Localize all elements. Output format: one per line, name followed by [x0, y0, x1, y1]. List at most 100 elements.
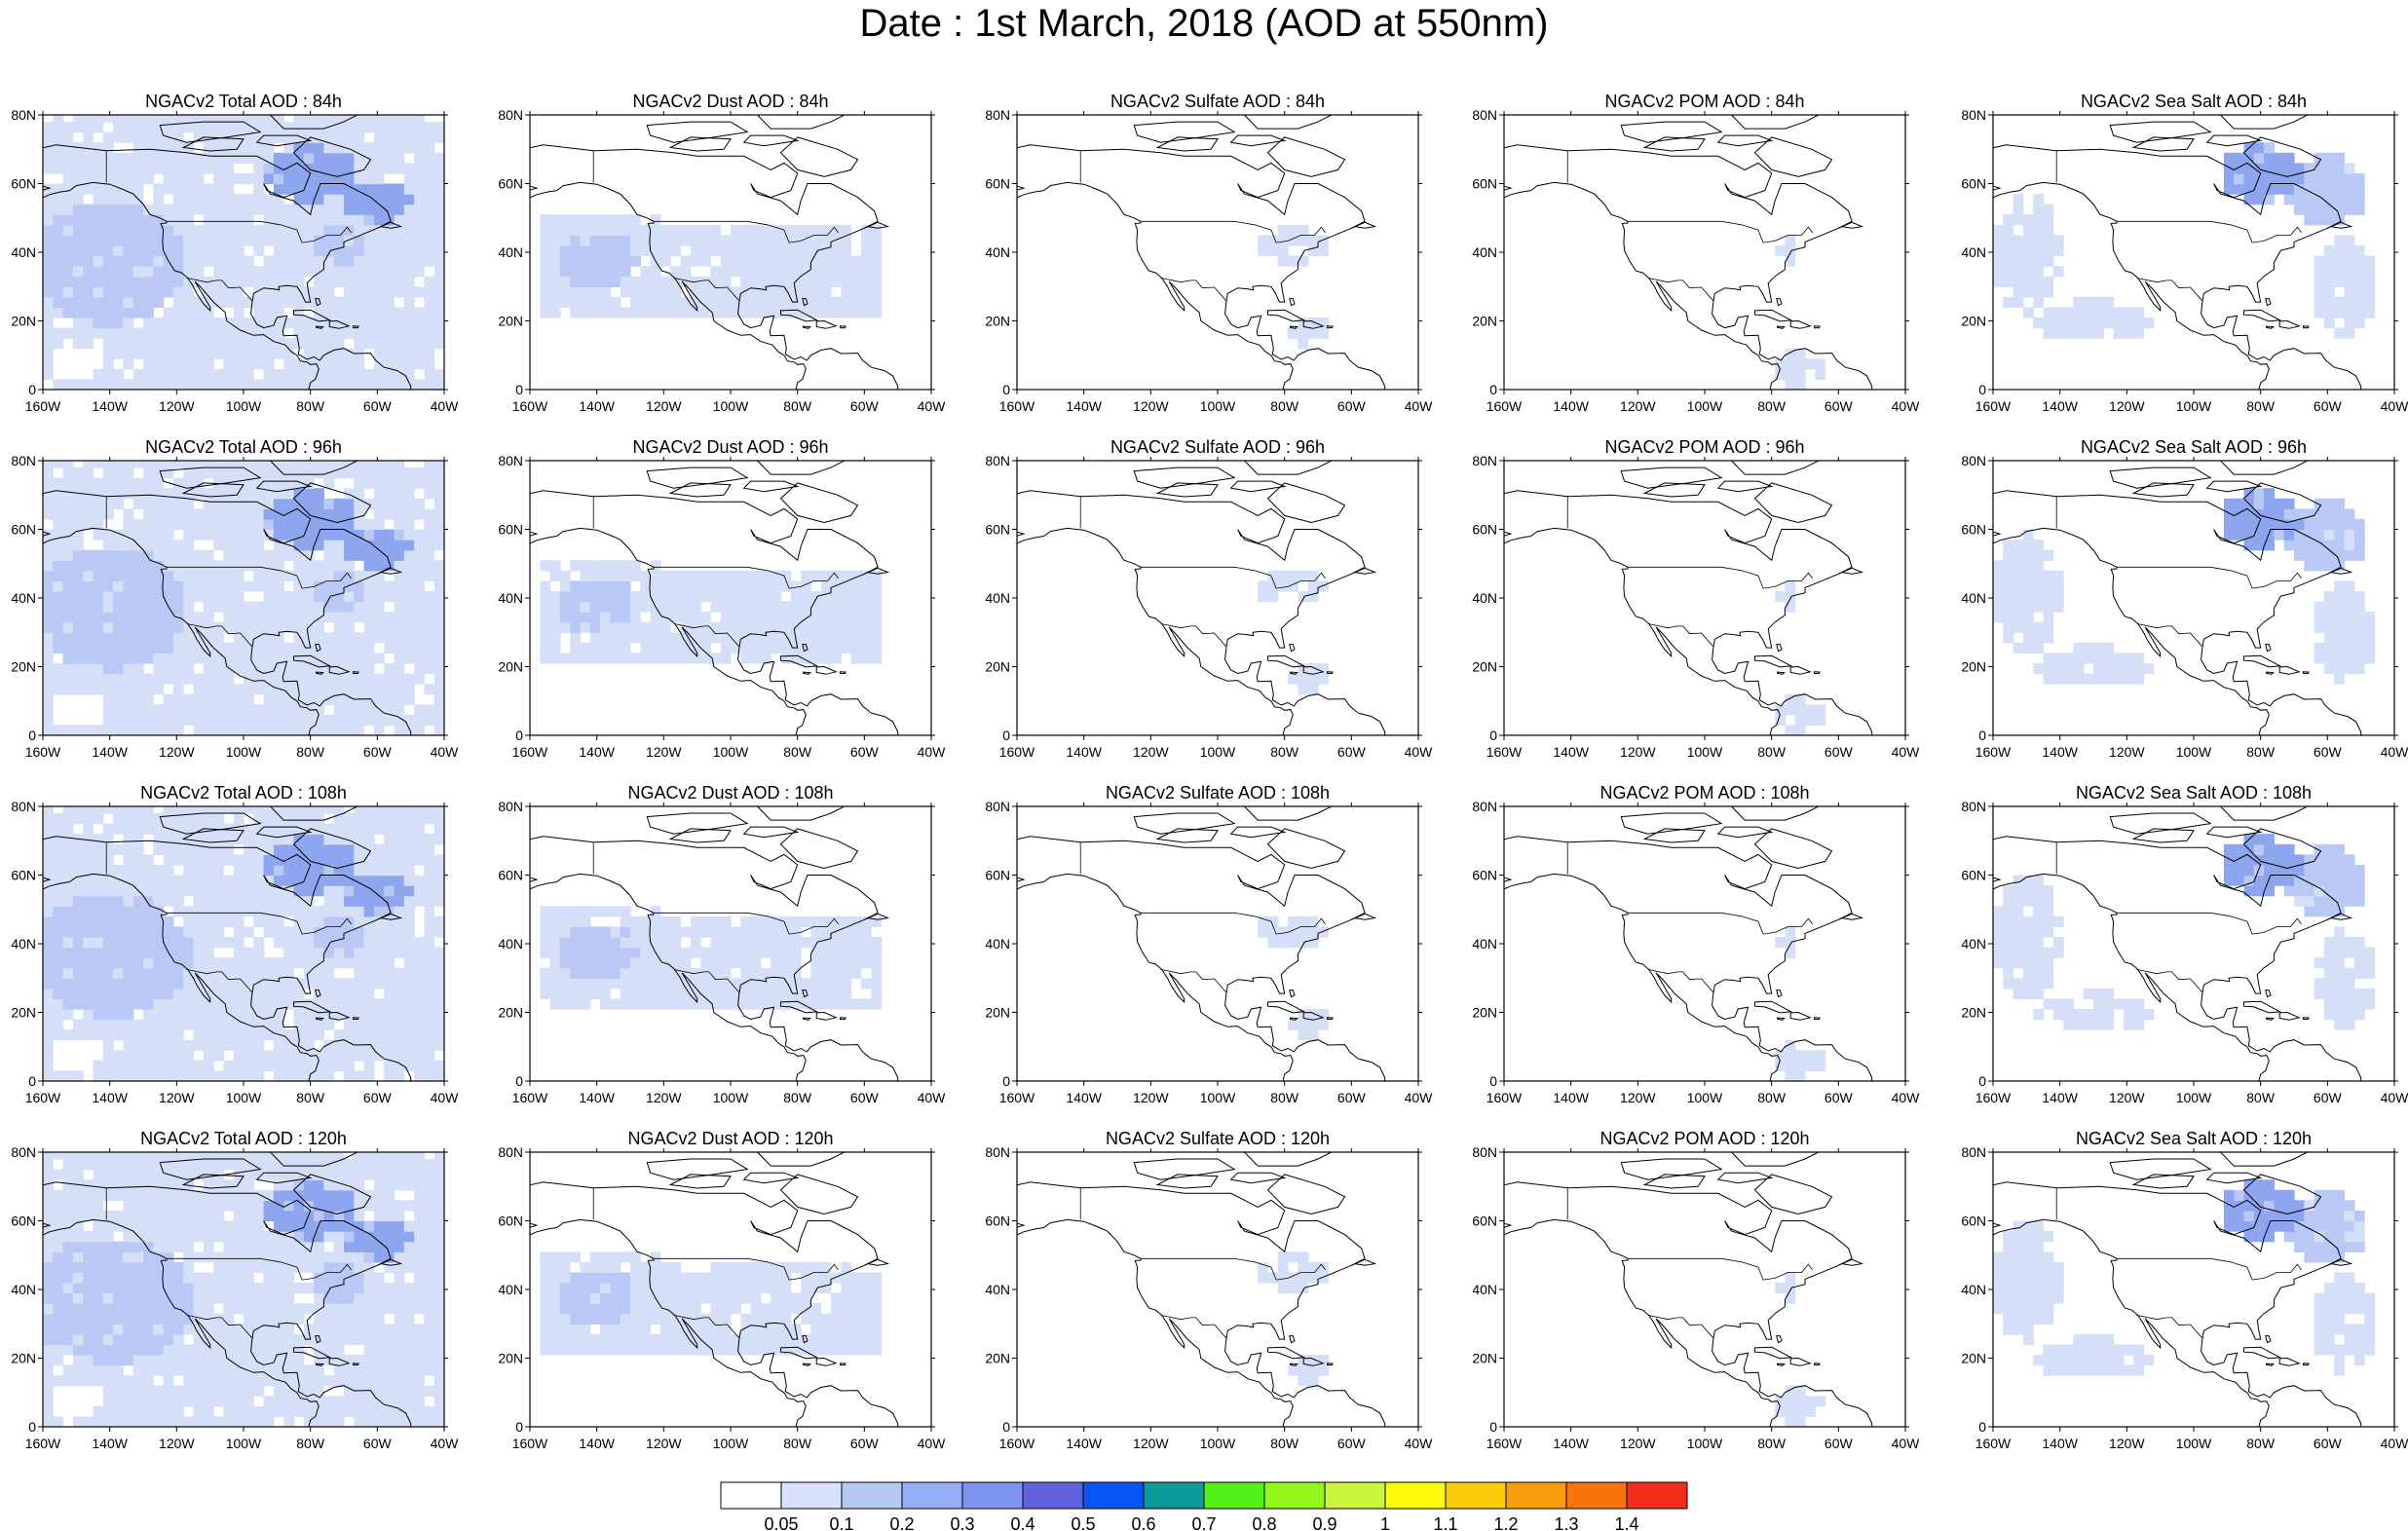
island-outline [159, 467, 262, 489]
aod-cell [2043, 204, 2054, 215]
aod-cell [283, 461, 295, 468]
aod-cell [193, 642, 205, 653]
aod-cell [720, 296, 732, 308]
aod-cell [384, 508, 395, 520]
aod-cell [580, 612, 591, 623]
aod-cell [183, 183, 195, 195]
aod-cell [244, 725, 254, 735]
aod-cell [293, 673, 305, 685]
aod-cell [354, 906, 365, 917]
aod-cell [820, 235, 832, 246]
aod-cell [62, 529, 74, 541]
aod-cell [720, 235, 732, 246]
aod-cell [2063, 673, 2074, 685]
aod-cell [163, 885, 174, 897]
aod-cell [163, 806, 174, 814]
aod-cell [344, 725, 355, 735]
aod-cell [2133, 327, 2145, 339]
aod-cell [213, 937, 224, 949]
aod-cell [2314, 540, 2325, 551]
aod-cell [323, 276, 335, 287]
aod-cell [244, 560, 254, 572]
aod-cell [403, 255, 415, 267]
aod-cell [323, 642, 335, 653]
aod-cell [2043, 317, 2054, 329]
aod-cell [263, 1029, 275, 1041]
aod-cell [303, 1019, 315, 1030]
aod-cell [680, 653, 692, 664]
aod-cell [403, 488, 415, 500]
aod-cell [424, 235, 435, 246]
aod-cell [223, 549, 235, 561]
aod-cell [424, 843, 435, 855]
aod-cell [323, 1060, 335, 1071]
aod-cell [132, 601, 144, 613]
aod-cell [163, 467, 174, 479]
aod-cell [373, 1019, 385, 1030]
lat-tick-label: 40N [11, 936, 36, 952]
aod-cell [354, 498, 365, 509]
aod-cell [2334, 327, 2346, 339]
island-outline [1266, 482, 1346, 524]
aod-cell [384, 560, 395, 572]
aod-cell [283, 601, 295, 613]
island-outline [292, 828, 372, 870]
aod-cell [303, 1009, 315, 1021]
aod-cell [213, 843, 224, 855]
aod-cell [132, 998, 144, 1010]
aod-cell [233, 244, 245, 257]
aod-cell [354, 317, 365, 329]
aod-cell [2323, 255, 2335, 267]
aod-cell [143, 255, 154, 267]
aod-cell [163, 663, 174, 675]
aod-cell [183, 477, 195, 489]
aod-cell [263, 988, 275, 999]
coastline [1017, 490, 1386, 735]
aod-cell [850, 612, 862, 623]
aod-cell [273, 632, 284, 644]
aod-cell [314, 204, 324, 215]
aod-cell [771, 947, 782, 958]
aod-cell [354, 806, 365, 814]
aod-cell [433, 642, 444, 653]
aod-cell [549, 296, 561, 308]
aod-cell [93, 488, 104, 500]
aod-cell [163, 244, 174, 257]
aod-cell [153, 591, 165, 603]
aod-cell [589, 214, 601, 226]
aod-cell [253, 570, 265, 581]
aod-cell [293, 163, 305, 174]
aod-cell [102, 1039, 114, 1051]
aod-cell [373, 704, 385, 716]
aod-cell [333, 806, 345, 814]
aod-cell [314, 580, 324, 592]
aod-cell [344, 673, 355, 685]
aod-cell [93, 988, 104, 999]
aod-cell [2073, 642, 2085, 653]
aod-cell [384, 632, 395, 644]
aod-cell [43, 704, 54, 716]
aod-cell [333, 580, 345, 592]
aod-cell [333, 714, 345, 727]
aod-cell [700, 286, 711, 298]
aod-cell [123, 183, 134, 195]
aod-cell [831, 612, 842, 623]
aod-cell [203, 906, 214, 917]
aod-cell [113, 915, 124, 927]
aod-cell [820, 286, 832, 298]
aod-cell [540, 244, 551, 257]
aod-cell [373, 224, 385, 236]
aod-cell [2344, 286, 2355, 298]
aod-cell [303, 172, 315, 185]
aod-cell [132, 591, 144, 603]
aod-cell [620, 235, 631, 246]
aod-cell [2344, 255, 2355, 267]
aod-cell [323, 926, 335, 938]
aod-cell [363, 518, 375, 531]
aod-cell [72, 1029, 84, 1041]
aod-cell [83, 663, 94, 675]
aod-cell [333, 560, 345, 572]
aod-cell [771, 244, 782, 257]
aod-cell [384, 152, 395, 164]
aod-cell [363, 988, 375, 999]
